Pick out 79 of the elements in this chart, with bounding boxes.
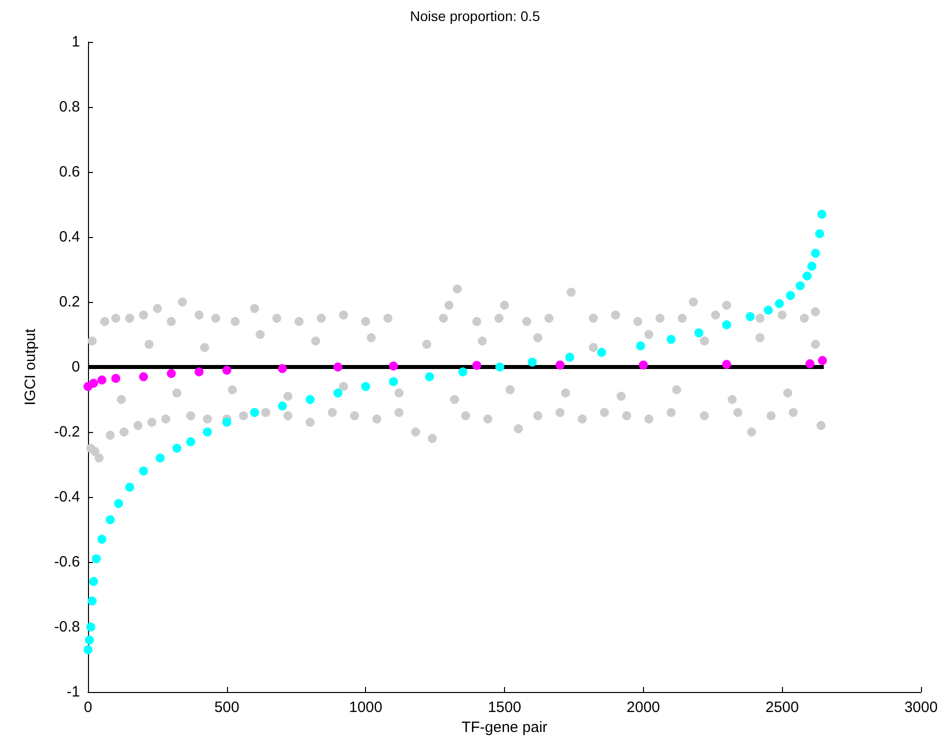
point xyxy=(278,402,287,410)
point xyxy=(172,444,182,453)
point xyxy=(84,636,94,644)
point xyxy=(388,362,398,371)
point xyxy=(805,359,814,368)
point xyxy=(114,499,124,508)
x-tick-label: 500 xyxy=(214,699,240,716)
point xyxy=(495,362,504,372)
y-tick-label: 0.6 xyxy=(59,164,80,180)
point xyxy=(139,372,148,382)
point xyxy=(694,328,704,338)
point xyxy=(125,482,134,492)
point xyxy=(388,377,398,386)
x-tick-label: 2500 xyxy=(765,699,799,716)
point xyxy=(556,360,565,370)
point xyxy=(425,372,434,382)
point xyxy=(278,364,287,374)
x-tick-label: 0 xyxy=(84,699,92,716)
point xyxy=(89,577,98,586)
point xyxy=(818,356,827,365)
point xyxy=(250,408,260,417)
point xyxy=(111,374,120,383)
point xyxy=(88,596,97,606)
point xyxy=(722,320,732,330)
y-tick-label: 1 xyxy=(72,34,80,50)
point xyxy=(306,395,315,404)
y-axis-title: IGCI output xyxy=(22,328,39,406)
y-tick-label: 0.4 xyxy=(59,228,80,246)
y-tick-label: 0.8 xyxy=(59,98,80,116)
point xyxy=(786,291,795,300)
point xyxy=(597,348,606,357)
point xyxy=(458,367,468,376)
y-tick-label: -0.8 xyxy=(54,618,80,636)
point xyxy=(166,369,176,378)
point xyxy=(636,341,646,350)
y-tick-label: -0.6 xyxy=(54,554,80,570)
x-tick-label: 2000 xyxy=(626,699,660,716)
x-tick-label: 1000 xyxy=(348,699,382,716)
point xyxy=(186,437,196,446)
point xyxy=(194,367,204,376)
point xyxy=(333,362,342,372)
point xyxy=(666,334,676,344)
y-tick-label: 0.2 xyxy=(59,294,80,310)
point xyxy=(333,388,342,398)
point xyxy=(84,645,92,654)
point xyxy=(722,360,732,369)
y-tick-label: -1 xyxy=(66,684,80,700)
point xyxy=(139,466,148,476)
point xyxy=(815,229,824,238)
point xyxy=(817,210,826,219)
x-tick-label: 3000 xyxy=(904,699,938,716)
point xyxy=(86,622,96,632)
point xyxy=(89,378,98,388)
y-tick-label: -0.2 xyxy=(54,424,80,440)
point xyxy=(106,515,115,524)
point xyxy=(202,428,212,436)
point xyxy=(528,358,537,367)
point xyxy=(638,360,648,370)
point xyxy=(97,376,106,384)
point xyxy=(774,299,784,308)
point xyxy=(796,281,805,290)
point xyxy=(156,454,165,462)
point xyxy=(97,534,106,544)
point xyxy=(802,272,812,280)
chart-title: Noise proportion: 0.5 xyxy=(410,8,540,24)
point xyxy=(764,306,773,315)
y-tick-label: -0.4 xyxy=(54,488,80,506)
point xyxy=(92,554,101,564)
point xyxy=(361,382,370,391)
point xyxy=(565,352,574,362)
y-tick-label: 0 xyxy=(72,358,80,376)
x-axis-title: TF-gene pair xyxy=(462,718,548,736)
point xyxy=(810,248,820,258)
point xyxy=(807,262,816,271)
x-tick-label: 1500 xyxy=(488,699,522,716)
point xyxy=(222,366,232,375)
point xyxy=(746,312,755,322)
point xyxy=(222,418,232,427)
point xyxy=(472,360,482,370)
